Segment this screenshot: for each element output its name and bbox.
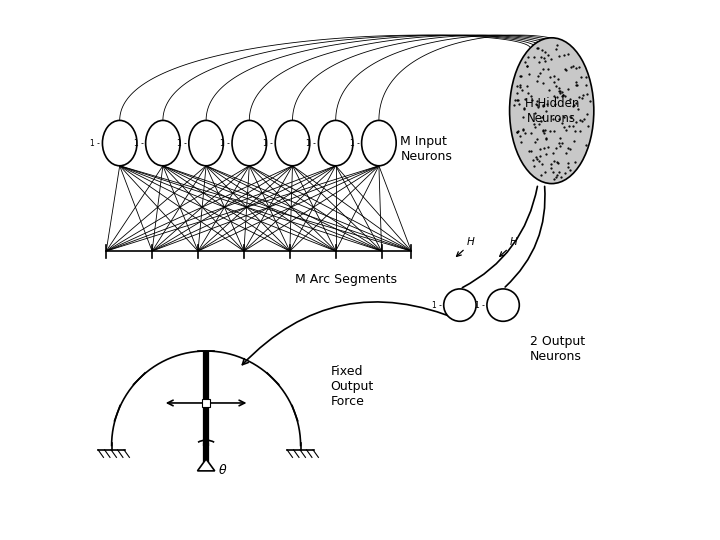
- Text: 1 -: 1 -: [307, 139, 316, 147]
- Ellipse shape: [189, 120, 223, 166]
- Text: 1 -: 1 -: [350, 139, 359, 147]
- Ellipse shape: [102, 120, 137, 166]
- Text: H: H: [510, 237, 518, 247]
- Text: 2 Output
Neurons: 2 Output Neurons: [530, 335, 585, 363]
- FancyArrowPatch shape: [462, 186, 537, 288]
- Ellipse shape: [510, 38, 594, 184]
- Polygon shape: [197, 459, 215, 471]
- Circle shape: [487, 289, 519, 321]
- Ellipse shape: [232, 120, 266, 166]
- Text: 1 -: 1 -: [264, 139, 273, 147]
- Ellipse shape: [275, 120, 310, 166]
- Ellipse shape: [318, 120, 353, 166]
- Bar: [202, 399, 210, 407]
- Text: 1 -: 1 -: [475, 301, 485, 309]
- Ellipse shape: [145, 120, 180, 166]
- Text: 1 -: 1 -: [134, 139, 143, 147]
- Text: 1 -: 1 -: [220, 139, 230, 147]
- Ellipse shape: [361, 120, 396, 166]
- FancyArrowPatch shape: [505, 186, 545, 287]
- Text: M Input
Neurons: M Input Neurons: [400, 134, 452, 163]
- Text: $\theta$: $\theta$: [218, 463, 228, 477]
- Text: Fixed
Output
Force: Fixed Output Force: [330, 364, 374, 408]
- Text: 1 -: 1 -: [177, 139, 186, 147]
- Circle shape: [444, 289, 476, 321]
- Text: H Hidden
Neurons: H Hidden Neurons: [524, 97, 579, 125]
- Text: M Arc Segments: M Arc Segments: [295, 273, 397, 286]
- Text: H: H: [467, 237, 474, 247]
- Text: 1 -: 1 -: [432, 301, 441, 309]
- Text: 1 -: 1 -: [91, 139, 100, 147]
- FancyArrowPatch shape: [243, 302, 460, 364]
